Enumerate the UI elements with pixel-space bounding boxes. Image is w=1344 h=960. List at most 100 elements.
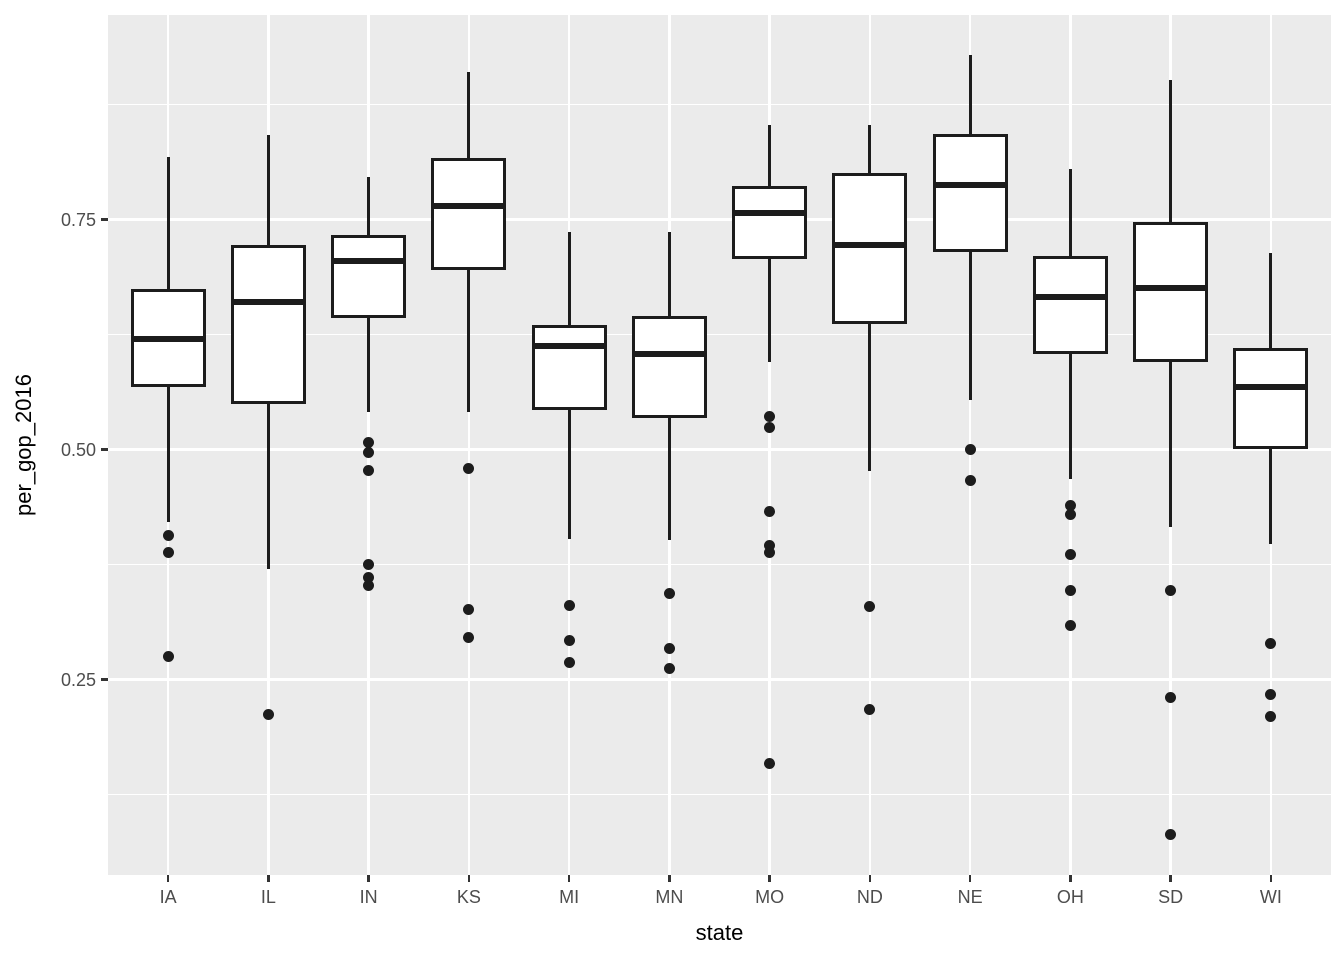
outlier-point [463,604,475,616]
outlier-point [1165,692,1177,704]
y-tick-label: 0.50 [60,439,96,460]
iqr-box [631,316,707,419]
lower-whisker [1068,353,1072,480]
outlier-point [1165,584,1177,596]
x-major-gridline [768,15,771,875]
outlier-point [1064,509,1076,521]
y-tick-label: 0.75 [60,209,96,230]
median-line [434,202,504,209]
lower-whisker [868,323,872,471]
lower-whisker [667,418,671,540]
outlier-point [563,657,575,669]
outlier-point [764,410,776,422]
outlier-point [1064,548,1076,560]
outlier-point [964,444,976,456]
x-tick-label: MI [559,887,580,907]
lower-whisker [567,410,571,539]
iqr-box [732,185,808,260]
median-line [233,299,303,306]
lower-whisker [968,251,972,400]
y-major-gridline [108,218,1331,221]
outlier-point [864,704,876,716]
upper-whisker [1068,169,1072,256]
x-tick-label: WI [1259,887,1282,907]
upper-whisker [467,71,471,159]
outlier-point [663,587,675,599]
outlier-point [1165,828,1177,840]
y-minor-gridline [108,104,1331,106]
iqr-box [932,134,1008,252]
iqr-box [331,235,407,319]
y-axis-tick [101,678,108,681]
x-tick-label: IN [359,887,378,907]
median-line [935,181,1005,188]
outlier-point [1064,619,1076,631]
x-tick-label: SD [1158,887,1184,907]
x-axis-tick [768,875,771,882]
upper-whisker [868,124,872,173]
upper-whisker [667,231,671,317]
x-tick-label: KS [456,887,481,907]
y-minor-gridline [108,793,1331,796]
x-tick-label: IL [260,887,276,907]
outlier-point [162,547,174,559]
outlier-point [363,580,375,592]
outlier-point [1265,710,1277,722]
y-axis-tick [101,218,108,221]
iqr-box [431,158,507,271]
iqr-box [230,245,306,404]
outlier-point [1265,688,1277,700]
y-tick-label: 0.25 [60,669,96,690]
outlier-point [363,446,375,458]
outlier-point [463,463,475,475]
outlier-point [764,547,776,559]
y-axis-tick [101,448,108,451]
plot-panel [108,15,1331,875]
y-major-gridline [108,448,1331,451]
upper-whisker [166,157,170,289]
y-minor-gridline [108,563,1331,566]
outlier-point [1064,500,1076,512]
iqr-box [1032,255,1108,354]
median-line [1136,284,1206,291]
x-axis-tick [467,875,471,882]
y-minor-gridline [108,334,1331,336]
upper-whisker [968,55,972,135]
outlier-point [864,601,876,613]
outlier-point [764,757,776,769]
lower-whisker [367,318,371,412]
outlier-point [363,559,375,571]
median-line [334,258,404,265]
upper-whisker [266,135,270,246]
median-line [1236,384,1306,391]
x-axis-tick [267,875,270,882]
median-line [1035,293,1105,300]
upper-whisker [1269,252,1273,349]
median-line [634,350,704,357]
outlier-point [363,465,375,477]
outlier-point [1265,638,1277,650]
outlier-point [764,539,776,551]
median-line [133,336,203,343]
x-tick-label: OH [1056,887,1084,907]
x-axis-title: state [695,920,744,945]
outlier-point [764,422,776,434]
x-tick-label: IA [159,887,177,907]
outlier-point [363,571,375,583]
outlier-point [563,635,575,647]
lower-whisker [166,387,170,523]
x-tick-label: MO [755,887,785,907]
x-axis-tick [367,875,370,882]
upper-whisker [1169,79,1173,223]
lower-whisker [266,403,270,570]
outlier-point [162,651,174,663]
x-axis-tick [968,875,972,882]
x-axis-tick [1169,875,1172,882]
median-line [735,210,805,217]
outlier-point [1064,584,1076,596]
x-axis-tick [868,875,872,882]
iqr-box [1233,348,1309,449]
upper-whisker [768,124,772,186]
outlier-point [964,475,976,487]
